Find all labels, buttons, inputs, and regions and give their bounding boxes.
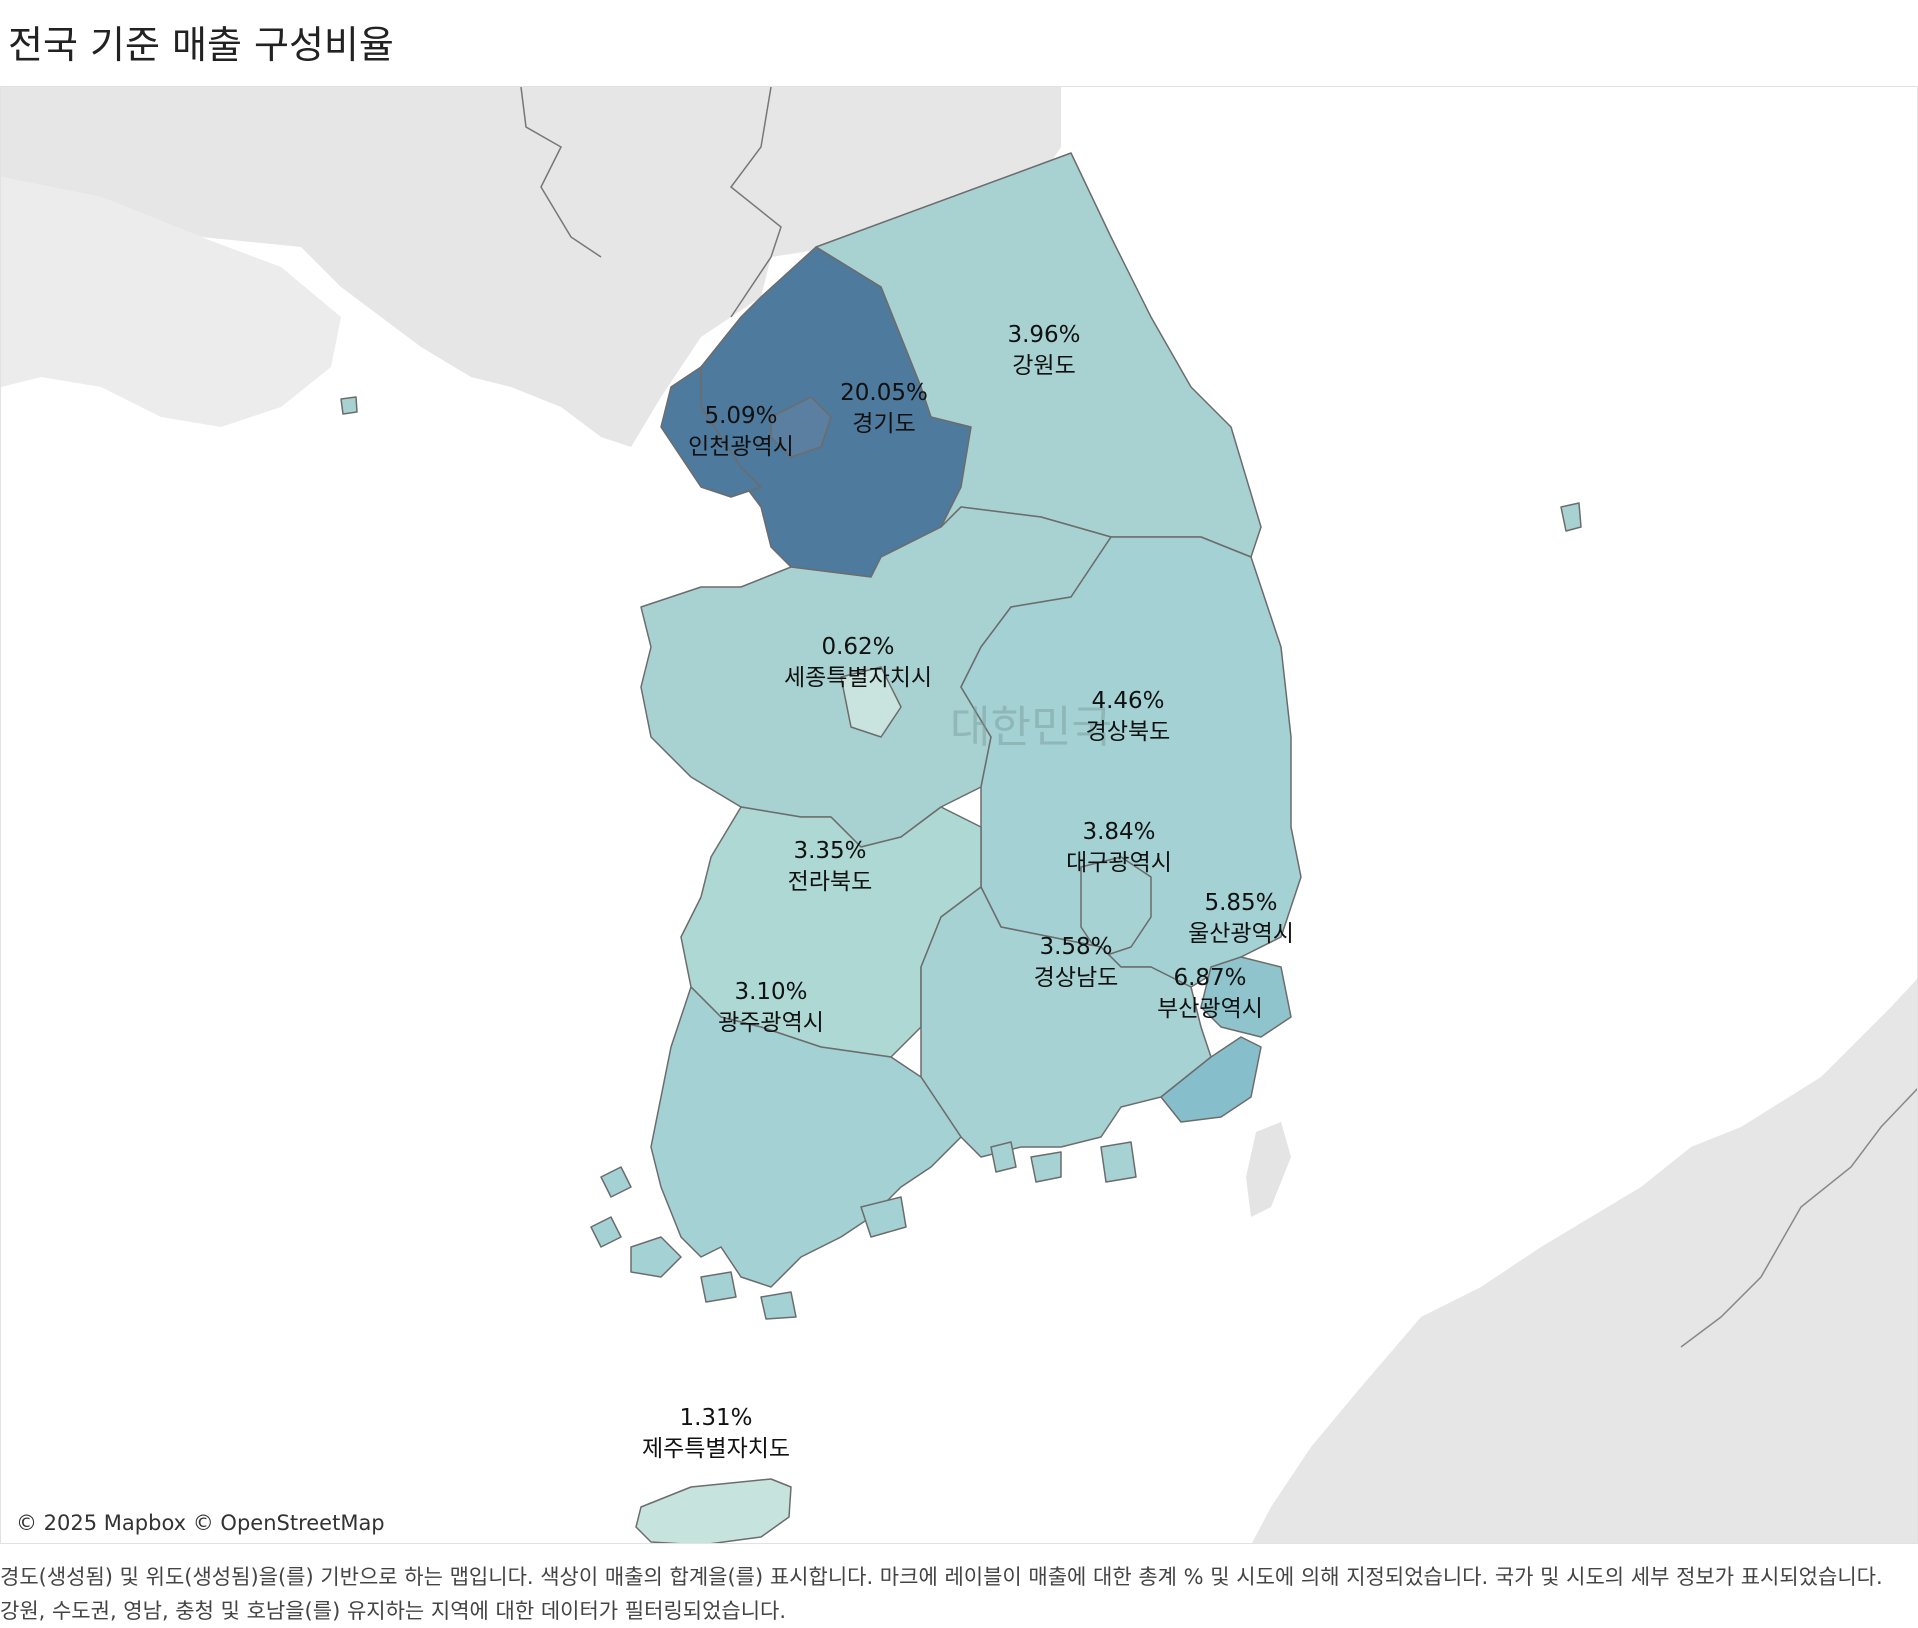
region-label-incheon: 5.09% 인천광역시 <box>688 401 794 463</box>
page-title: 전국 기준 매출 구성비율 <box>8 23 394 67</box>
region-share: 20.05% <box>840 380 928 406</box>
region-label-sejong: 0.62% 세종특별자치시 <box>784 632 932 694</box>
region-share: 3.84% <box>1082 819 1156 845</box>
region-share: 1.31% <box>679 1405 753 1431</box>
map-caption: 경도(생성됨) 및 위도(생성됨)을(를) 기반으로 하는 맵입니다. 색상이 … <box>0 1565 1883 1623</box>
region-name: 세종특별자치시 <box>783 665 933 691</box>
region-name: 울산광역시 <box>1188 921 1294 947</box>
region-label-busan: 6.87% 부산광역시 <box>1157 963 1263 1025</box>
region-busan[interactable] <box>1160 1036 1262 1123</box>
island <box>630 1236 682 1278</box>
region-name: 강원도 <box>1012 353 1076 379</box>
border-line <box>520 87 602 258</box>
china-land <box>1 177 341 427</box>
island <box>1560 502 1582 532</box>
region-label-gangwon: 3.96% 강원도 <box>1007 320 1080 382</box>
japan-land <box>1252 979 1917 1543</box>
map-view[interactable]: 대한민국 3.96% 강원도 20.05% 경기도 5.09% 인천광역시 0.… <box>0 86 1918 1544</box>
region-sejong[interactable] <box>840 666 902 738</box>
region-share: 4.46% <box>1091 688 1165 714</box>
region-label-ulsan: 5.85% 울산광역시 <box>1188 888 1294 950</box>
region-label-gyeonggi: 20.05% 경기도 <box>840 378 928 440</box>
island <box>990 1141 1017 1173</box>
region-jeonnam-gwangju[interactable] <box>650 986 962 1288</box>
region-share: 3.58% <box>1039 934 1113 960</box>
island <box>600 1166 632 1198</box>
region-daegu[interactable] <box>1080 856 1152 958</box>
region-share: 0.62% <box>821 634 895 660</box>
region-name: 광주광역시 <box>718 1010 824 1036</box>
region-name: 경상남도 <box>1033 965 1119 991</box>
map-canvas <box>1 87 1917 1544</box>
island <box>340 396 358 415</box>
japan-island-tsushima <box>1246 1122 1291 1217</box>
north-korea-land <box>1 87 1061 447</box>
island <box>1030 1151 1062 1183</box>
region-name: 전라북도 <box>787 869 873 895</box>
region-label-gwangju: 3.10% 광주광역시 <box>718 977 824 1039</box>
province-shapes <box>340 152 1582 1544</box>
region-name: 대구광역시 <box>1066 850 1172 876</box>
island <box>700 1271 737 1303</box>
region-name: 경기도 <box>852 411 916 437</box>
region-label-gyeongbuk: 4.46% 경상북도 <box>1086 686 1171 748</box>
region-jeju[interactable] <box>635 1478 792 1544</box>
region-incheon[interactable] <box>660 366 762 498</box>
region-label-jeju: 1.31% 제주특별자치도 <box>642 1403 790 1465</box>
island <box>1100 1141 1137 1183</box>
region-share: 6.87% <box>1173 965 1247 991</box>
map-attribution[interactable]: © 2025 Mapbox © OpenStreetMap <box>9 1509 392 1537</box>
country-label: 대한민국 <box>950 702 1112 753</box>
region-label-daegu: 3.84% 대구광역시 <box>1066 817 1172 879</box>
region-share: 3.10% <box>734 979 808 1005</box>
region-name: 제주특별자치도 <box>641 1436 791 1462</box>
island <box>860 1196 907 1238</box>
region-share: 3.35% <box>793 838 867 864</box>
region-share: 5.85% <box>1204 890 1278 916</box>
region-share: 5.09% <box>704 403 778 429</box>
island <box>760 1291 797 1320</box>
region-label-jeonbuk: 3.35% 전라북도 <box>788 836 873 898</box>
region-name: 인천광역시 <box>688 434 794 460</box>
border-line <box>1680 1088 1917 1348</box>
region-ulsan[interactable] <box>1200 956 1292 1038</box>
region-share: 3.96% <box>1007 322 1081 348</box>
region-name: 부산광역시 <box>1157 996 1263 1022</box>
region-seoul[interactable] <box>770 396 832 458</box>
border-line <box>729 87 782 318</box>
region-name: 경상북도 <box>1085 719 1171 745</box>
island <box>590 1216 622 1248</box>
region-label-gyeongnam: 3.58% 경상남도 <box>1034 932 1119 994</box>
